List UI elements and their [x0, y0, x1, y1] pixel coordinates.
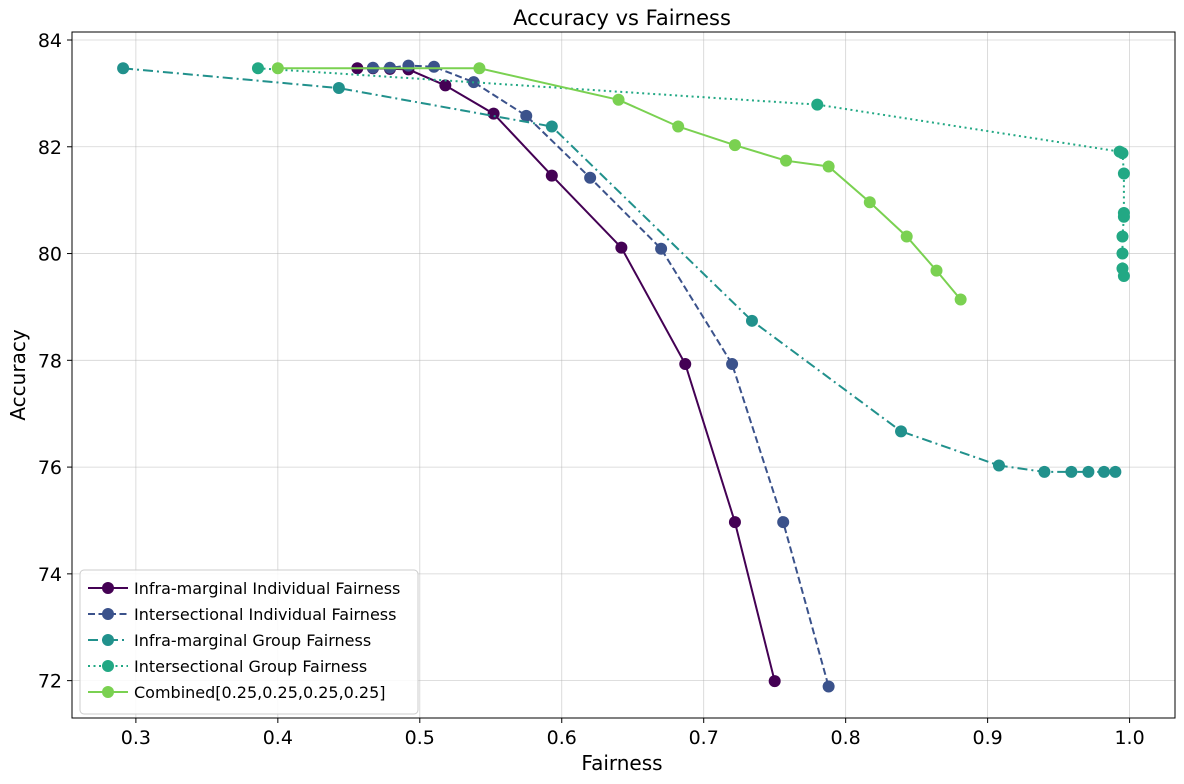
data-point — [728, 516, 741, 529]
legend-marker — [102, 582, 114, 594]
data-point — [1116, 230, 1129, 243]
data-point — [402, 59, 415, 72]
x-tick-label: 0.6 — [547, 727, 577, 749]
series-line — [372, 64, 830, 687]
chart-title: Accuracy vs Fairness — [513, 6, 731, 30]
data-point — [745, 314, 758, 327]
data-point — [822, 680, 835, 693]
data-point — [1098, 465, 1111, 478]
axis-ticks: 0.3 0.4 0.5 0.6 0.7 0.8 0.9 1.0 72 74 76 78 80 82 84 — [38, 30, 1145, 749]
legend-marker — [102, 608, 114, 620]
data-point — [271, 62, 284, 75]
plot-frame — [71, 31, 1176, 719]
data-point — [992, 459, 1005, 472]
data-point — [1117, 269, 1130, 282]
data-point — [768, 675, 781, 688]
data-point — [863, 196, 876, 209]
data-point — [672, 120, 685, 133]
legend-marker — [102, 686, 114, 698]
legend-marker — [102, 634, 114, 646]
data-point — [584, 171, 597, 184]
x-tick-label: 0.5 — [405, 727, 435, 749]
legend-label: Infra-marginal Group Fairness — [134, 631, 371, 650]
data-point — [332, 82, 345, 95]
legend-label: Combined[0.25,0.25,0.25,0.25] — [134, 683, 386, 702]
data-point — [1117, 167, 1130, 180]
data-point — [1116, 147, 1129, 160]
legend-label: Infra-marginal Individual Fairness — [134, 579, 400, 598]
data-point — [251, 62, 264, 75]
data-point — [545, 120, 558, 133]
data-point — [1116, 247, 1129, 260]
x-tick-label: 1.0 — [1114, 727, 1144, 749]
legend: Infra-marginal Individual Fairness Inters… — [79, 569, 419, 715]
data-point — [612, 93, 625, 106]
data-point — [930, 264, 943, 277]
y-tick-label: 76 — [38, 457, 62, 479]
data-point — [473, 62, 486, 75]
data-point — [1065, 465, 1078, 478]
legend-label: Intersectional Group Fairness — [134, 657, 367, 676]
data-point — [615, 241, 628, 254]
data-point — [811, 98, 824, 111]
x-axis-title: Fairness — [581, 751, 662, 775]
data-point — [1109, 465, 1122, 478]
data-point — [545, 169, 558, 182]
y-tick-label: 78 — [38, 350, 62, 372]
data-point — [655, 242, 668, 255]
data-point — [726, 358, 739, 371]
y-tick-label: 80 — [38, 244, 62, 266]
data-point — [728, 139, 741, 152]
series-3 — [117, 62, 1122, 478]
data-point — [679, 358, 692, 371]
series-4 — [251, 62, 1130, 282]
legend-marker — [102, 660, 114, 672]
data-point — [1082, 465, 1095, 478]
data-point — [954, 293, 967, 306]
data-point — [895, 425, 908, 438]
data-point — [439, 79, 452, 92]
y-tick-label: 72 — [38, 671, 62, 693]
y-tick-label: 74 — [38, 564, 62, 586]
x-tick-label: 0.3 — [121, 727, 151, 749]
y-tick-label: 82 — [38, 137, 62, 159]
series-5 — [271, 62, 967, 306]
y-axis-title: Accuracy — [6, 329, 30, 420]
legend-box — [79, 569, 419, 715]
data-point — [822, 160, 835, 173]
data-point — [487, 107, 500, 120]
x-tick-label: 0.4 — [263, 727, 293, 749]
y-tick-label: 84 — [38, 30, 62, 52]
x-tick-label: 0.7 — [689, 727, 719, 749]
series-group — [117, 59, 1130, 693]
legend-label: Intersectional Individual Fairness — [134, 605, 396, 624]
data-point — [520, 109, 533, 122]
data-point — [1038, 465, 1051, 478]
data-point — [427, 60, 440, 73]
data-point — [780, 154, 793, 167]
x-tick-label: 0.8 — [831, 727, 861, 749]
data-point — [777, 516, 790, 529]
data-point — [900, 230, 913, 243]
x-tick-label: 0.9 — [973, 727, 1003, 749]
data-point — [117, 62, 130, 75]
data-point — [1117, 210, 1130, 223]
